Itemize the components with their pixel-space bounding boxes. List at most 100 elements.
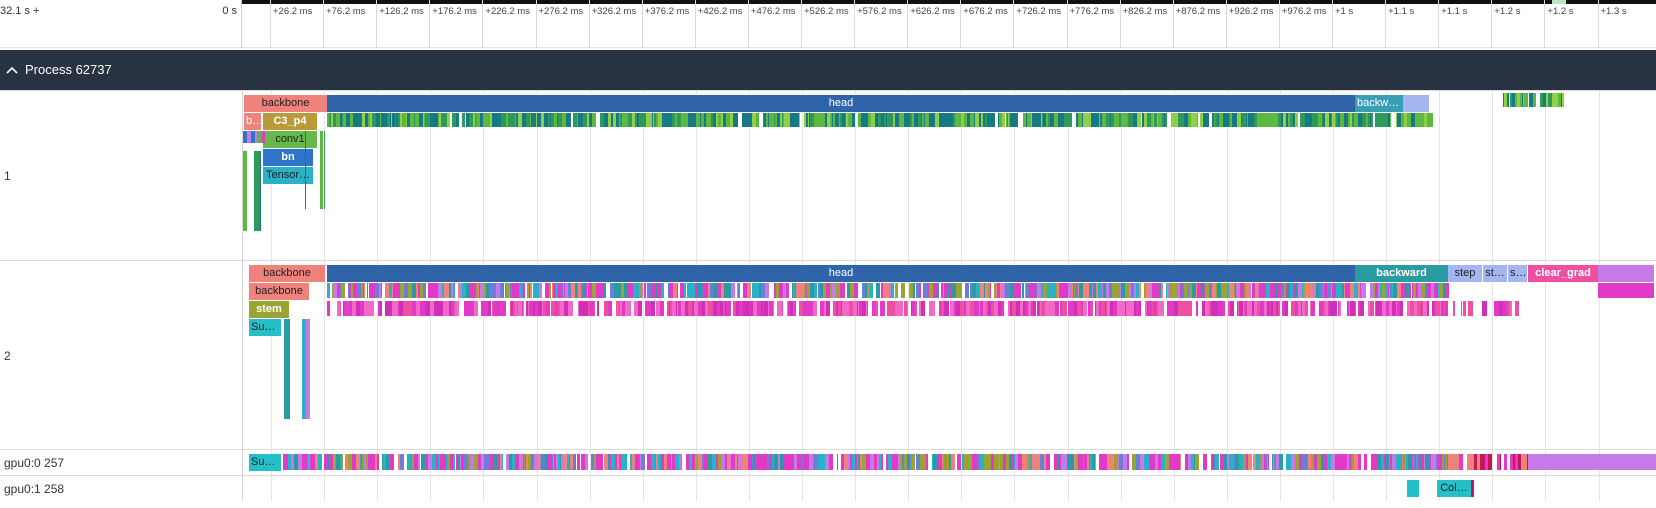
op-event[interactable]: [337, 113, 340, 127]
op-event[interactable]: [1288, 113, 1290, 127]
kernel-event[interactable]: [832, 283, 836, 298]
kernel-event[interactable]: [1332, 301, 1333, 316]
gpu-kernel-event[interactable]: [1641, 454, 1642, 470]
kernel-event[interactable]: [893, 301, 895, 316]
kernel-event[interactable]: [757, 301, 761, 316]
op-event[interactable]: [350, 113, 353, 127]
gpu-kernel-event[interactable]: [619, 454, 620, 470]
gpu-kernel-event[interactable]: [1095, 454, 1096, 470]
gpu-kernel-event[interactable]: [1195, 454, 1199, 470]
gpu-kernel-event[interactable]: [490, 454, 494, 470]
gpu-kernel-event[interactable]: [740, 454, 742, 470]
gpu-kernel-event[interactable]: [716, 454, 718, 470]
kernel-event[interactable]: [480, 283, 484, 298]
gpu-kernel-event[interactable]: [432, 454, 436, 470]
gpu-kernel-event[interactable]: [1592, 454, 1595, 470]
kernel-event[interactable]: [484, 283, 486, 298]
kernel-event[interactable]: [1058, 301, 1059, 316]
gpu-kernel-event[interactable]: [951, 454, 955, 470]
gpu-kernel-event[interactable]: [1234, 454, 1235, 470]
kernel-event[interactable]: [381, 283, 382, 298]
gpu-kernel-event[interactable]: [1572, 454, 1573, 470]
gpu-kernel-event[interactable]: [1442, 454, 1444, 470]
gpu-kernel-event[interactable]: [1576, 454, 1579, 470]
kernel-event[interactable]: [1510, 301, 1512, 316]
gpu-kernel-event[interactable]: [1083, 454, 1084, 470]
kernel-event[interactable]: [891, 301, 893, 316]
op-event[interactable]: [1171, 113, 1174, 127]
slice-bn[interactable]: bn: [263, 149, 313, 166]
kernel-event[interactable]: [481, 301, 483, 316]
gpu-kernel-event[interactable]: [1030, 454, 1032, 470]
kernel-event[interactable]: [865, 283, 867, 298]
kernel-event[interactable]: [876, 283, 880, 298]
kernel-event[interactable]: [705, 301, 708, 316]
kernel-event[interactable]: [627, 283, 631, 298]
gpu-kernel-event[interactable]: [1243, 454, 1246, 470]
kernel-event[interactable]: [621, 283, 624, 298]
gpu-kernel-event[interactable]: [1467, 454, 1470, 470]
kernel-event[interactable]: [471, 283, 472, 298]
gpu-kernel-event[interactable]: [774, 454, 778, 470]
op-event[interactable]: [1200, 113, 1203, 127]
kernel-event[interactable]: [929, 283, 933, 298]
kernel-event[interactable]: [453, 283, 455, 298]
gpu-kernel-event[interactable]: [1279, 454, 1283, 470]
op-event[interactable]: [718, 113, 721, 127]
kernel-event[interactable]: [1313, 283, 1316, 298]
kernel-event[interactable]: [1327, 283, 1331, 298]
kernel-event[interactable]: [368, 301, 370, 316]
kernel-event[interactable]: [983, 283, 984, 298]
kernel-event[interactable]: [1107, 301, 1109, 316]
op-event[interactable]: [586, 113, 587, 127]
op-event[interactable]: [577, 113, 578, 127]
kernel-event[interactable]: [1134, 283, 1136, 298]
kernel-event[interactable]: [765, 283, 769, 298]
gpu-kernel-event[interactable]: [877, 454, 879, 470]
kernel-event[interactable]: [500, 283, 503, 298]
gpu-kernel-event[interactable]: [1645, 454, 1647, 470]
kernel-event[interactable]: [717, 283, 721, 298]
kernel-event[interactable]: [1278, 301, 1280, 316]
gpu-kernel-event[interactable]: [926, 454, 927, 470]
process-header[interactable]: Process 62737: [0, 50, 1656, 90]
kernel-event[interactable]: [1620, 283, 1622, 298]
kernel-event[interactable]: [451, 283, 453, 298]
kernel-event[interactable]: [647, 283, 651, 298]
kernel-event[interactable]: [807, 301, 809, 316]
gpu-kernel-event[interactable]: [348, 454, 352, 470]
kernel-event[interactable]: [561, 301, 564, 316]
kernel-event[interactable]: [639, 283, 642, 298]
gpu-kernel-event[interactable]: [478, 454, 481, 470]
op-event[interactable]: [1100, 113, 1102, 127]
kernel-event[interactable]: [1113, 301, 1117, 316]
gpu-kernel-event[interactable]: [671, 454, 672, 470]
kernel-event[interactable]: [398, 301, 399, 316]
kernel-event[interactable]: [988, 301, 991, 316]
gpu-kernel-event[interactable]: [984, 454, 988, 470]
gpu-kernel-event[interactable]: [1408, 454, 1411, 470]
kernel-event[interactable]: [1125, 301, 1126, 316]
gpu-kernel-event[interactable]: [1273, 454, 1274, 470]
kernel-event[interactable]: [1214, 301, 1218, 316]
kernel-event[interactable]: [644, 283, 646, 298]
kernel-event[interactable]: [568, 283, 571, 298]
kernel-event[interactable]: [568, 301, 571, 316]
kernel-event[interactable]: [1178, 283, 1180, 298]
gpu-kernel-event[interactable]: [1349, 454, 1351, 470]
kernel-event[interactable]: [423, 283, 426, 298]
kernel-event[interactable]: [1037, 283, 1041, 298]
kernel-event[interactable]: [956, 301, 960, 316]
op-event[interactable]: [981, 113, 983, 127]
op-event[interactable]: [726, 113, 730, 127]
gpu-kernel-event[interactable]: [450, 454, 453, 470]
op-event[interactable]: [774, 113, 775, 127]
kernel-event[interactable]: [477, 283, 478, 298]
op-event[interactable]: [1325, 113, 1329, 127]
op-event[interactable]: [742, 113, 746, 127]
gpu-kernel-event[interactable]: [1314, 454, 1317, 470]
op-event[interactable]: [1522, 93, 1523, 107]
op-event[interactable]: [924, 113, 925, 127]
kernel-event[interactable]: [807, 283, 810, 298]
gpu-kernel-event[interactable]: [1274, 454, 1276, 470]
